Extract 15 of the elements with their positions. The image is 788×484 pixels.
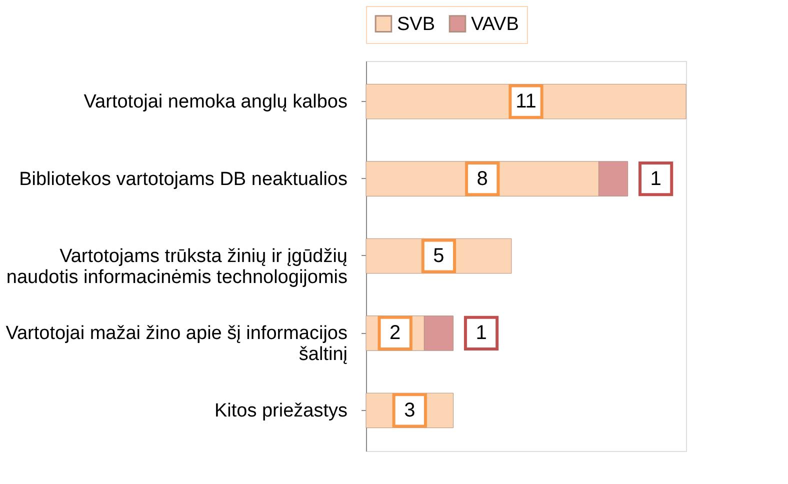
data-label: 3	[404, 399, 416, 422]
data-label: 5	[433, 245, 444, 267]
data-label: 8	[476, 168, 488, 190]
y-tick-label: Vartotojams trūksta žinių ir įgūdžių naudotis informacinėmis technologijomis	[6, 246, 348, 288]
data-label: 1	[476, 322, 487, 344]
y-tick-label: Bibliotekos vartotojams DB neaktualios	[19, 168, 348, 190]
y-tick-label: Vartotojai nemoka anglų kalbos	[84, 92, 348, 113]
bar	[366, 84, 686, 120]
data-label: 2	[390, 322, 401, 344]
legend-label: SVB	[397, 14, 436, 35]
data-label: 11	[516, 90, 536, 113]
y-tick-label: Kitos priežastys	[214, 400, 348, 422]
y-tick-label: Vartotojai mažai žino apie šį informacijos šaltinį	[6, 323, 348, 366]
data-label: 1	[650, 168, 662, 190]
legend-label: VAVB	[471, 14, 519, 35]
